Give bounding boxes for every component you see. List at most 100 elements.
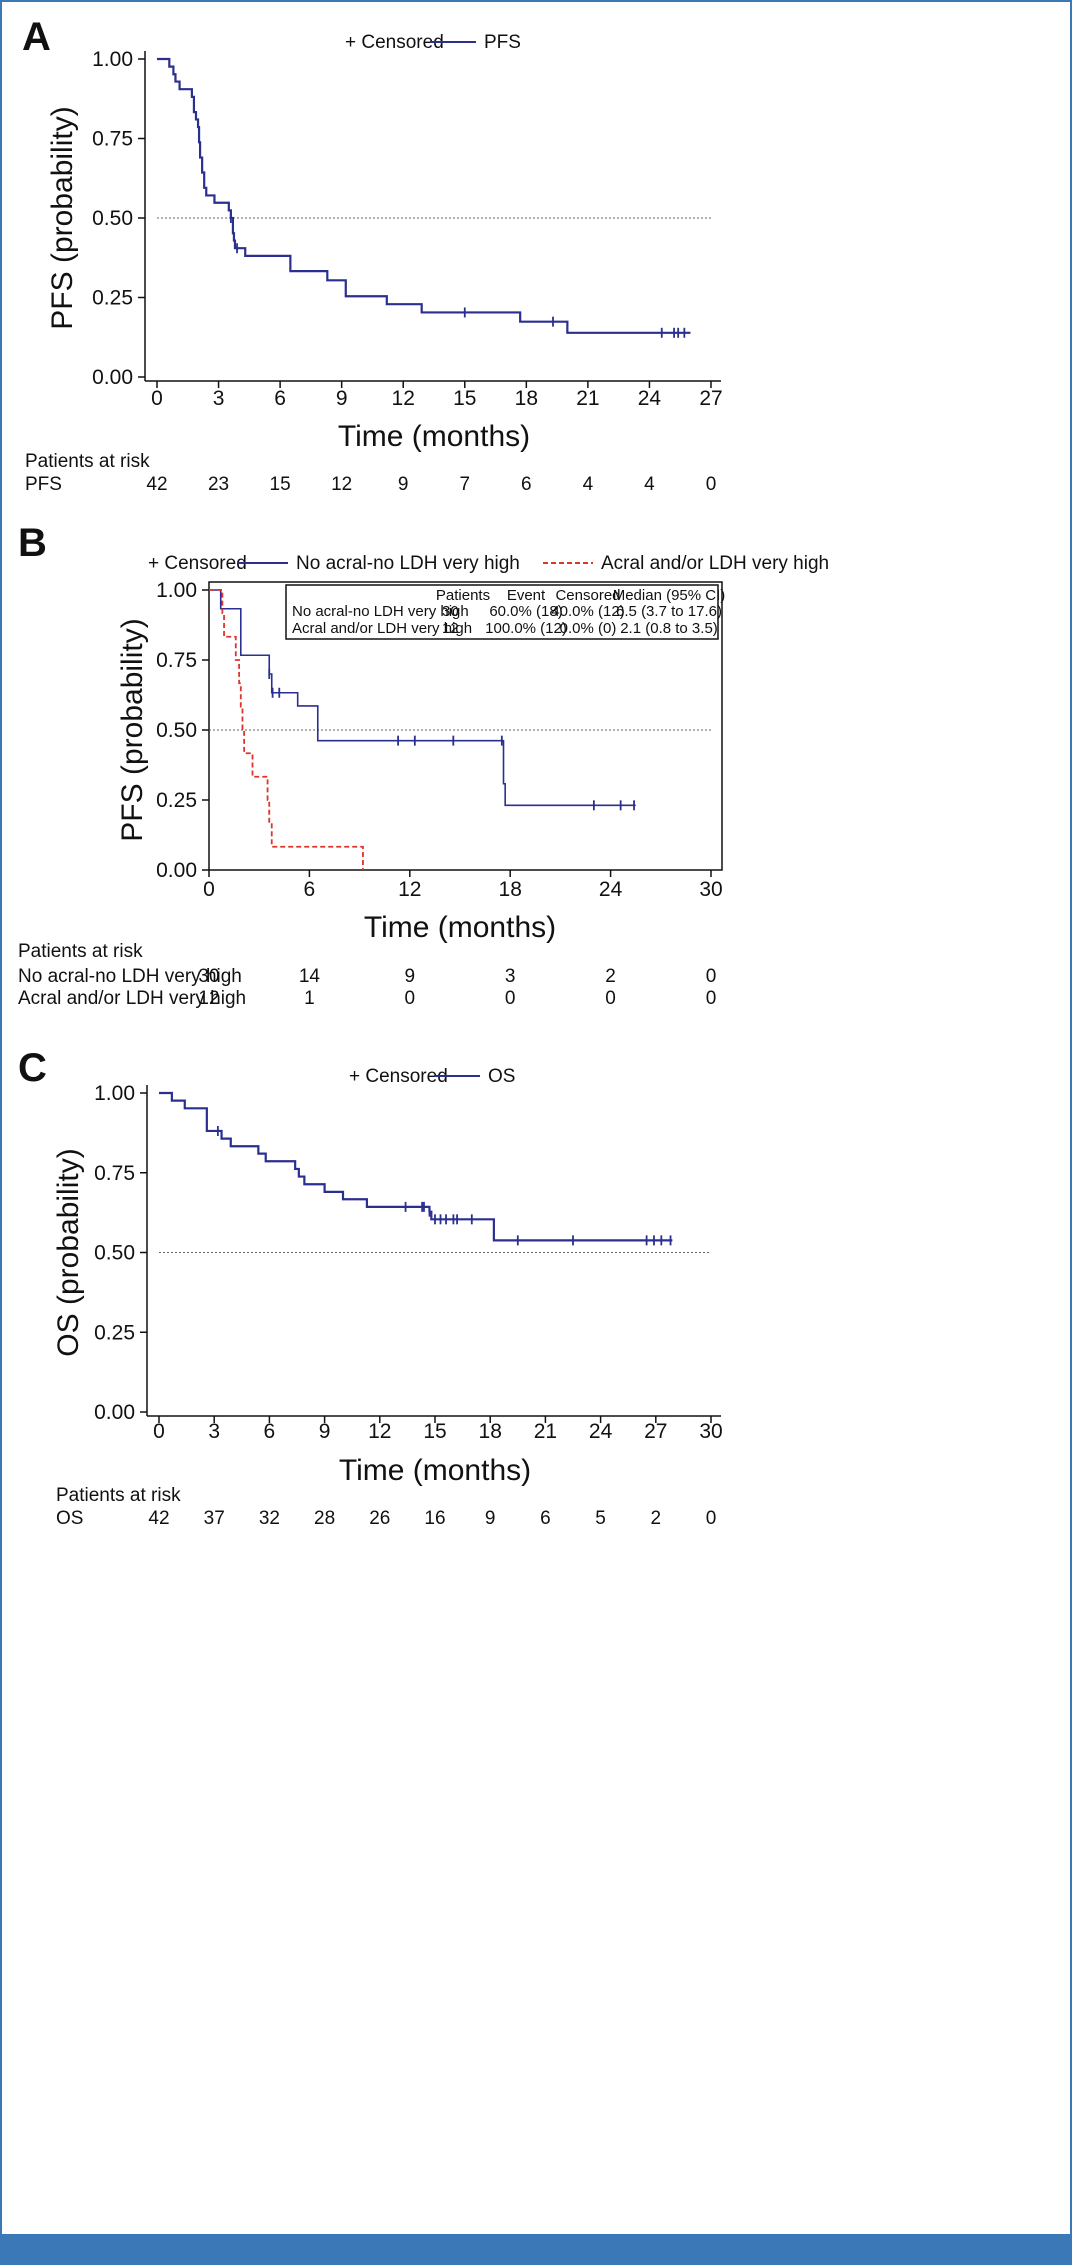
risk-count: 6 [521,474,532,495]
panel-c: C 0.00 0.25 0.50 0.75 1.00 0 3 6 9 12 15 18 21 24 27 30 T… [18,1046,723,1529]
stats-cell: 60.0% (18) [489,603,562,620]
risk-count: 2 [605,966,616,987]
y-tick-label: 0.75 [94,1162,135,1185]
risk-count: 9 [398,474,409,495]
legend-censored-label: + Censored [349,1066,448,1087]
bottom-bar [0,2234,1072,2265]
x-tick-label: 24 [589,1420,613,1443]
y-tick-label: 0.00 [156,859,197,882]
x-tick-label: 3 [208,1420,220,1443]
x-axis-title: Time (months) [339,1454,531,1487]
risk-row-label: Acral and/or LDH very high [18,988,246,1009]
stats-cell: 2.1 (0.8 to 3.5) [620,620,718,637]
stats-cell: 6.5 (3.7 to 17.6) [616,603,722,620]
risk-count: 0 [505,988,516,1009]
risk-count: 12 [331,474,352,495]
risk-count: 42 [148,1508,169,1529]
risk-count: 9 [405,966,416,987]
y-tick-label: 0.75 [92,128,133,151]
stats-cell: 40.0% (12) [551,603,624,620]
x-tick-label: 9 [336,387,348,410]
risk-count: 4 [644,474,655,495]
y-axis-title: PFS (probability) [116,618,149,841]
x-tick-label: 27 [644,1420,667,1443]
y-tick-label: 0.00 [94,1401,135,1424]
y-tick-label: 1.00 [156,579,197,602]
stats-cell: 0.0% (0) [560,620,617,637]
risk-count: 30 [198,966,219,987]
panel-letter: A [22,15,51,59]
legend: + Censored No acral-no LDH very high Acral… [148,553,829,574]
risk-count: 1 [304,988,315,1009]
x-tick-label: 0 [151,387,163,410]
y-tick-label: 0.50 [156,719,197,742]
legend: + Censored PFS [345,32,521,53]
legend-label: OS [488,1066,515,1087]
risk-row-label: PFS [25,474,62,495]
x-tick-label: 21 [576,387,599,410]
x-tick-label: 6 [304,878,316,901]
risk-row-label: No acral-no LDH very high [18,966,242,987]
x-tick-label: 12 [368,1420,391,1443]
y-tick-label: 0.75 [156,649,197,672]
risk-count: 26 [369,1508,390,1529]
x-tick-label: 15 [423,1420,446,1443]
y-tick-label: 1.00 [94,1082,135,1105]
risk-count: 0 [605,988,616,1009]
y-tick-label: 0.25 [94,1321,135,1344]
km-curve-no-acral-no-ldh-very-high [209,589,636,807]
stats-cell: 30 [442,603,459,620]
risk-count: 16 [424,1508,445,1529]
plot-frame [208,581,723,871]
y-tick-label: 0.00 [92,366,133,389]
x-tick-label: 27 [699,387,722,410]
x-tick-label: 6 [264,1420,276,1443]
risk-count: 4 [583,474,594,495]
stats-table-box [285,584,719,640]
stats-cell: 12 [442,620,459,637]
legend-censored-label: + Censored [148,553,247,574]
legend-label: PFS [484,32,521,53]
risk-count: 2 [651,1508,662,1529]
x-tick-label: 9 [319,1420,331,1443]
panel-letter: C [18,1046,47,1090]
y-tick-label: 0.25 [156,789,197,812]
x-tick-label: 24 [599,878,623,901]
x-tick-label: 30 [699,1420,722,1443]
risk-count: 7 [459,474,470,495]
risk-count: 32 [259,1508,280,1529]
y-tick-label: 1.00 [92,48,133,71]
x-tick-label: 30 [699,878,722,901]
risk-count: 5 [595,1508,606,1529]
y-tick-label: 0.50 [92,207,133,230]
x-tick-label: 18 [479,1420,502,1443]
risk-count: 0 [706,1508,717,1529]
x-tick-label: 15 [453,387,476,410]
legend-label: No acral-no LDH very high [296,553,520,574]
y-tick-label: 0.50 [94,1242,135,1265]
x-tick-label: 21 [534,1420,557,1443]
risk-row-label: OS [56,1508,83,1529]
risk-count: 6 [540,1508,551,1529]
km-curve-pfs [157,57,691,334]
risk-count: 0 [706,966,717,987]
risk-count: 14 [299,966,321,987]
x-tick-label: 24 [638,387,662,410]
panel-letter: B [18,521,47,565]
stats-cell: 100.0% (12) [485,620,567,637]
risk-count: 0 [706,474,717,495]
stats-header: Median (95% CI) [613,587,726,604]
x-tick-label: 0 [153,1420,165,1443]
x-tick-label: 18 [499,878,522,901]
x-tick-label: 12 [398,878,421,901]
risk-count: 9 [485,1508,496,1529]
x-tick-label: 12 [392,387,415,410]
stats-cell: Acral and/or LDH very high [292,620,472,637]
x-axis-title: Time (months) [364,911,556,944]
x-tick-label: 18 [515,387,538,410]
risk-table-header: Patients at risk [18,941,143,962]
